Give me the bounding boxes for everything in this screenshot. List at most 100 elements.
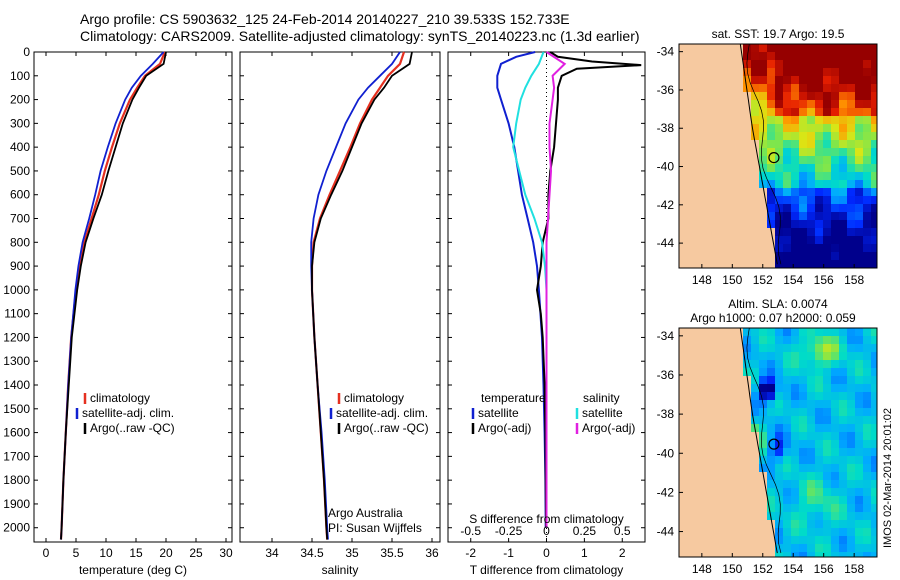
map-cell [799,448,807,456]
map-cell [791,440,799,448]
map-cell [863,400,871,408]
legend-t-satellite-label: satellite [478,406,519,420]
map-cell [775,376,783,384]
lon-tick-label: 152 [753,273,773,287]
lon-tick-label: 148 [692,273,712,287]
legend-climatology-label: climatology [344,391,404,405]
coastline [739,327,778,554]
map-cell [839,52,847,60]
map-cell [807,172,815,180]
map-cell [847,408,855,416]
lon-tick-label: 148 [692,562,712,576]
map-cell [815,132,823,140]
map-cell [863,124,871,132]
map-cell [831,76,839,84]
map-cell [847,440,855,448]
map-cell [791,448,799,456]
map-cell [871,440,877,448]
map-cell [839,464,847,472]
map-cell [807,328,815,336]
map-cell [823,472,831,480]
map-frame [678,43,878,269]
map-cell [807,148,815,156]
map-cell [871,124,877,132]
map-cell [847,180,855,188]
legend-argo-label: Argo(..raw -QC) [344,421,429,435]
map-cell [855,536,863,544]
map-cell [815,260,823,268]
map-cell [839,424,847,432]
map-cell [807,260,815,268]
map-cell [767,336,775,344]
map-cell [871,384,877,392]
map-cell [775,496,783,504]
map-cell [775,400,783,408]
x-tick-label: 20 [159,546,173,560]
map-cell [767,384,775,392]
map-cell [767,488,775,496]
map-cell [839,552,847,557]
map-cell [831,336,839,344]
map-cell [863,84,871,92]
map-cell [871,336,877,344]
map-cell [815,220,823,228]
map-cell [767,44,775,52]
s-tick-label: 0.5 [614,524,631,538]
map-cell [855,60,863,68]
map-cell [831,536,839,544]
map-cell [799,84,807,92]
depth-tick-label: 600 [10,188,30,202]
map-cell [815,368,823,376]
map-cell [783,140,791,148]
map-cell [871,188,877,196]
map-cell [823,344,831,352]
map-cell [839,376,847,384]
map-cell [815,44,823,52]
map-cell [775,108,783,116]
map-frame [678,327,878,558]
map-cell [855,392,863,400]
map-cell [815,416,823,424]
map-cell [807,236,815,244]
depth-tick-label: 800 [10,235,30,249]
map-cell [855,156,863,164]
map-cell [791,108,799,116]
map-cell [807,544,815,552]
map-cell [847,76,855,84]
map-cell [799,400,807,408]
map-cell [767,440,775,448]
map-cell [799,196,807,204]
lat-tick-label: -38 [657,407,675,421]
map-cell [807,392,815,400]
map-cell [823,116,831,124]
map-cell [815,448,823,456]
map-cell [839,520,847,528]
sla-map: -34 -36 -38 -40 -42 -44 148 150 152 154 156 158 Alti… [657,297,878,576]
map-cell [775,328,783,336]
map-cell [839,124,847,132]
map-cell [783,504,791,512]
map-cell [767,164,775,172]
map-cell [799,464,807,472]
map-cell [847,376,855,384]
x-tick-label: 25 [189,546,203,560]
map-cell [839,504,847,512]
legend-salinity-head: salinity [583,391,620,405]
map-cell [767,116,775,124]
plot-frame [33,51,233,543]
map-cell [847,360,855,368]
map-cell [783,408,791,416]
map-cell [791,76,799,84]
map-cell [791,212,799,220]
map-cell [831,140,839,148]
lon-tick-label: 150 [722,562,742,576]
map-cell [799,188,807,196]
map-cell [823,52,831,60]
legend-satellite-label: satellite-adj. clim. [82,406,174,420]
map-cell [775,456,783,464]
map-cell [767,376,775,384]
map-cell [767,68,775,76]
map-cell [799,520,807,528]
map-cell [839,220,847,228]
map-cell [791,236,799,244]
